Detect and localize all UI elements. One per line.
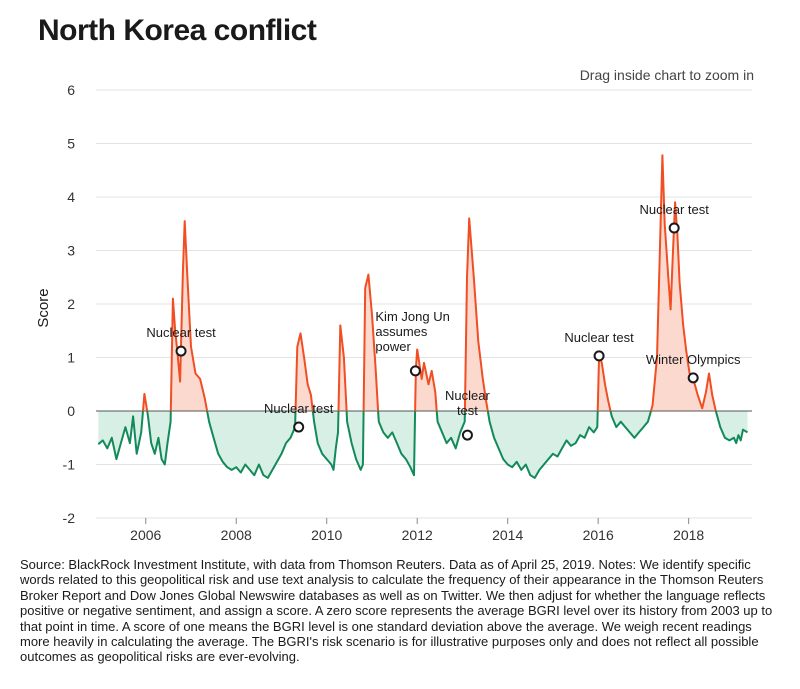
annotation-marker[interactable]	[293, 421, 305, 433]
y-tick-label: 4	[67, 189, 75, 205]
x-tick-label: 2012	[402, 527, 433, 543]
negative-line-segment	[311, 410, 340, 471]
negative-line-segment	[377, 410, 417, 477]
x-tick-label: 2014	[492, 527, 523, 543]
negative-line-segment	[206, 410, 297, 479]
y-tick-label: 5	[67, 136, 75, 152]
y-tick-label: 2	[67, 296, 75, 312]
x-tick-label: 2018	[673, 527, 704, 543]
annotation-marker[interactable]	[668, 222, 680, 234]
annotation-label: Winter Olympics	[646, 352, 741, 367]
annotation-marker[interactable]	[593, 350, 605, 362]
annotation-marker[interactable]	[461, 429, 473, 441]
negative-line-segment	[714, 410, 749, 445]
source-note: Source: BlackRock Investment Institute, …	[20, 557, 773, 665]
zoom-hint: Drag inside chart to zoom in	[579, 67, 754, 83]
positive-area	[415, 349, 437, 411]
negative-area	[378, 411, 416, 476]
annotation-label: Nuclear test	[445, 388, 490, 418]
positive-line-segment	[362, 273, 380, 412]
score-line	[97, 154, 749, 479]
negative-area	[346, 411, 364, 470]
annotation-marker[interactable]	[687, 372, 699, 384]
x-axis: 2006 2008 2010 2012 2014 2016 2018	[130, 518, 704, 543]
annotation-label: Nuclear test	[264, 401, 334, 416]
negative-line-segment	[97, 410, 144, 461]
annotation: Nuclear test	[264, 401, 334, 433]
positive-area	[363, 274, 379, 411]
y-tick-label: 3	[67, 243, 75, 259]
x-tick-label: 2010	[311, 527, 342, 543]
negative-area	[715, 411, 748, 444]
annotation: Nuclear test	[564, 330, 634, 362]
annotation-label: Nuclear test	[146, 325, 216, 340]
negative-line-segment	[146, 410, 172, 466]
annotations: Nuclear test Nuclear test Kim Jong Un assum…	[146, 202, 741, 441]
annotation: Nuclear test	[146, 325, 216, 357]
annotation: Nuclear test	[445, 388, 490, 441]
annotation: Nuclear test	[639, 202, 709, 234]
annotation-marker[interactable]	[409, 365, 421, 377]
negative-line-segment	[435, 410, 466, 450]
chart-title: North Korea conflict	[38, 14, 317, 47]
y-axis-label: Score	[35, 288, 52, 327]
y-tick-label: 0	[67, 403, 75, 419]
y-tick-label: -2	[63, 510, 76, 526]
y-tick-label: 1	[67, 350, 75, 366]
chart-area[interactable]: 6 5 4 3 2 1 0 -1 -2 2006 2008 2010 2012 2014 2016 2018…	[0, 0, 800, 545]
positive-line-segment	[596, 353, 612, 412]
negative-line-segment	[486, 410, 599, 479]
annotation-label: Nuclear test	[564, 330, 634, 345]
gridlines	[96, 89, 752, 519]
negative-line-segment	[609, 410, 652, 439]
annotation-label: Kim Jong Un assumes power	[375, 309, 449, 354]
negative-area	[487, 411, 598, 478]
positive-area	[295, 333, 313, 411]
positive-line-segment	[337, 324, 348, 412]
x-tick-label: 2006	[130, 527, 161, 543]
negative-line-segment	[345, 410, 365, 471]
annotation-label: Nuclear test	[639, 202, 709, 217]
negative-area	[207, 411, 296, 478]
x-tick-label: 2008	[221, 527, 252, 543]
y-tick-label: 6	[67, 82, 75, 98]
positive-line-segment	[142, 392, 149, 412]
x-tick-label: 2016	[583, 527, 614, 543]
positive-line-segment	[463, 217, 489, 412]
negative-area	[610, 411, 651, 438]
positive-line-segment	[414, 348, 438, 412]
annotation-marker[interactable]	[175, 345, 187, 357]
y-axis: 6 5 4 3 2 1 0 -1 -2	[63, 82, 76, 526]
positive-area	[651, 155, 716, 411]
positive-line-segment	[650, 154, 717, 412]
y-tick-label: -1	[63, 457, 76, 473]
annotation: Kim Jong Un assumes power	[375, 309, 450, 377]
annotation: Winter Olympics	[646, 352, 741, 384]
positive-line-segment	[169, 220, 209, 412]
negative-area	[312, 411, 339, 470]
positive-line-segment	[294, 332, 314, 412]
